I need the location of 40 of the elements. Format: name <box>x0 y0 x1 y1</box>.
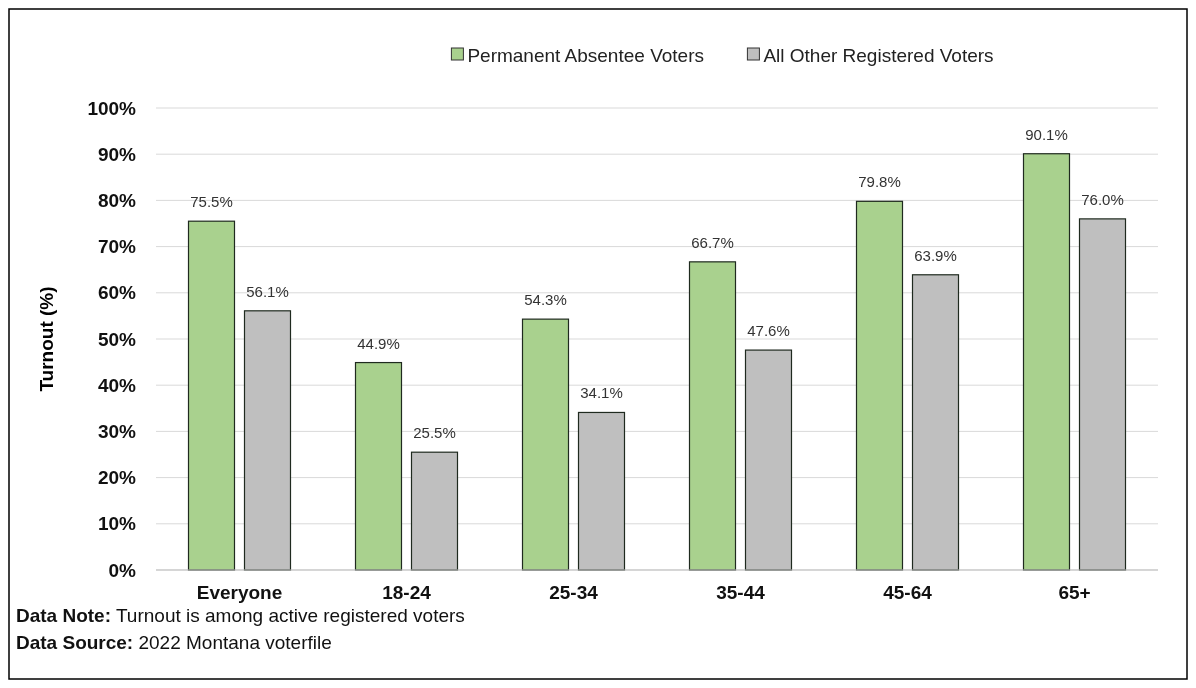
bar <box>688 261 737 571</box>
y-tick-label: 30% <box>97 421 137 443</box>
data-label: 44.9% <box>357 334 400 352</box>
y-axis-title: Turnout (%) <box>36 286 57 392</box>
y-tick-label: 70% <box>97 236 137 258</box>
x-tick-label: 45-64 <box>883 582 933 603</box>
x-tick-label: 35-44 <box>716 582 766 603</box>
bar <box>521 318 570 571</box>
y-tick-label: 10% <box>97 513 137 535</box>
bar <box>1022 153 1071 571</box>
y-tick-label: 20% <box>97 467 137 489</box>
source-note: Data Source: 2022 Montana voterfile <box>16 632 332 653</box>
y-tick-label: 90% <box>97 143 137 165</box>
y-tick-label: 40% <box>97 374 137 396</box>
y-tick-label: 100% <box>87 97 137 119</box>
data-label: 47.6% <box>747 322 790 340</box>
legend-label: Permanent Absentee Voters <box>467 44 705 66</box>
data-label: 56.1% <box>246 282 289 300</box>
x-tick-label: 65+ <box>1058 582 1091 603</box>
y-tick-label: 0% <box>108 559 137 581</box>
bar <box>855 200 904 571</box>
x-tick-label: Everyone <box>196 582 283 603</box>
y-tick-label: 60% <box>97 282 137 304</box>
y-tick-label: 80% <box>97 190 137 212</box>
data-label: 75.5% <box>190 193 233 211</box>
data-label: 90.1% <box>1025 125 1068 143</box>
data-label: 34.1% <box>580 384 623 402</box>
legend-label: All Other Registered Voters <box>763 44 994 66</box>
x-tick-label: 18-24 <box>382 582 432 603</box>
data-label: 79.8% <box>858 173 901 191</box>
bar <box>187 220 236 571</box>
bar <box>354 361 403 571</box>
data-label: 66.7% <box>691 233 734 251</box>
data-label: 54.3% <box>524 291 567 309</box>
data-label: 63.9% <box>914 246 957 264</box>
x-tick-label: 25-34 <box>549 582 599 603</box>
y-tick-label: 50% <box>97 328 137 350</box>
data-label: 25.5% <box>413 424 456 442</box>
data-label: 76.0% <box>1081 190 1124 208</box>
text: Data Note: Turnout is among active registered voters <box>16 605 465 626</box>
